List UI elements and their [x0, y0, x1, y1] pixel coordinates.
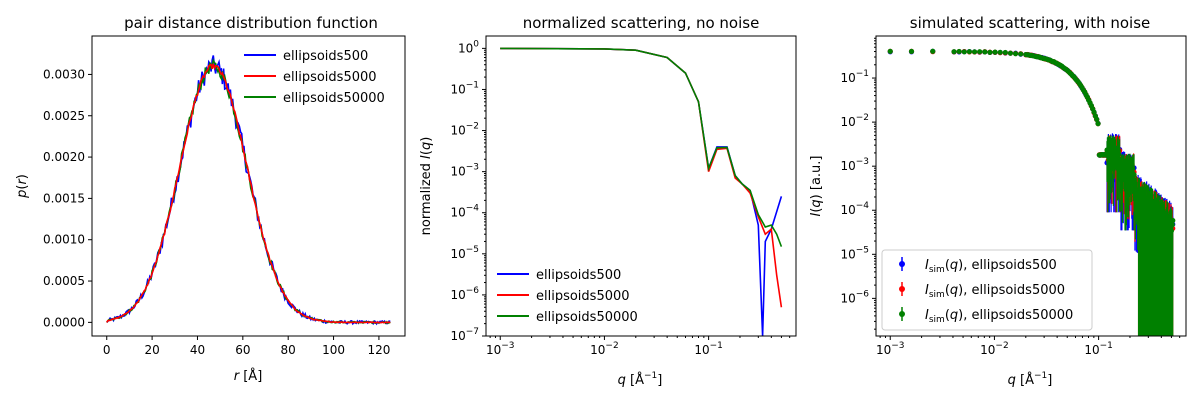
data-point-2: [992, 49, 998, 55]
tick-label: 10−2: [980, 341, 1009, 357]
axes-frame: [485, 35, 797, 337]
tick-label: 10−3: [486, 341, 515, 357]
legend: ellipsoids500 ellipsoids5000 ellipsoids5…: [497, 268, 638, 325]
tick-label: 10−6: [450, 286, 479, 302]
tick-label: 100: [322, 343, 345, 357]
data-point-2: [887, 48, 893, 54]
data-point-2: [1007, 50, 1014, 56]
legend-label: ellipsoids50000: [536, 310, 638, 325]
tick-label: 60: [235, 343, 250, 357]
data-point-2: [956, 48, 962, 55]
data-point-2: [1131, 172, 1137, 178]
legend-swatch-errorbar-blue: [899, 257, 905, 271]
chart-title: simulated scattering, with noise: [910, 14, 1151, 32]
tick-label: 10−5: [450, 245, 479, 261]
tick-label: 0.0025: [43, 109, 85, 123]
data-point-2: [1095, 121, 1101, 127]
tick-label: 10−2: [590, 341, 619, 357]
data-point-2: [966, 49, 973, 55]
chart-title: normalized scattering, no noise: [523, 14, 760, 32]
tick-label: 0.0015: [43, 191, 85, 205]
data-point-2: [951, 49, 957, 55]
panel-pair-distance: pair distance distribution function 0 20 4…: [15, 14, 406, 384]
tick-label: 10−1: [1084, 341, 1113, 357]
tick-label: 10−7: [450, 327, 479, 343]
panel-simulated-scattering: simulated scattering, with noise 10−3 10−…: [809, 14, 1187, 388]
data-point-2: [982, 49, 988, 55]
chart-title: pair distance distribution function: [124, 14, 378, 32]
tick-label: 10−1: [840, 69, 869, 85]
data-point-2: [908, 48, 915, 55]
legend-swatch-errorbar-green: [899, 307, 905, 321]
tick-label: 40: [190, 343, 205, 357]
y-axis-label: I(q) [a.u.]: [809, 155, 824, 216]
legend-label: ellipsoids50000: [283, 91, 385, 106]
tick-label: 80: [281, 343, 296, 357]
tick-label: 0.0000: [43, 315, 85, 329]
axes-frame: [91, 35, 406, 337]
y-axis-label: p(r): [15, 174, 30, 199]
legend-label: ellipsoids5000: [283, 70, 377, 85]
tick-label: 10−3: [840, 157, 869, 173]
tick-label: 0.0030: [43, 67, 85, 81]
y-axis-label: normalized I(q): [419, 137, 434, 236]
legend-label-ellipsoids5000: Isim(q), ellipsoids5000: [925, 283, 1065, 300]
tick-label: 10−1: [694, 341, 723, 357]
tick-label: 0.0020: [43, 150, 85, 164]
data-point-2: [971, 49, 978, 55]
tick-label: 10−2: [840, 113, 869, 129]
data-point-2: [1094, 116, 1100, 122]
tick-label: 10−6: [840, 289, 869, 305]
data-point-2: [1170, 217, 1176, 224]
tick-label: 10−3: [876, 341, 905, 357]
data-point-2: [987, 49, 993, 55]
legend-label: ellipsoids500: [536, 268, 621, 283]
tick-label: 100: [458, 39, 479, 55]
data-point-2: [1018, 51, 1024, 57]
legend-label-ellipsoids500: Isim(q), ellipsoids500: [925, 258, 1057, 275]
x-axis-label: r [Å]: [234, 368, 263, 384]
legend-label: ellipsoids500: [283, 49, 368, 64]
tick-label: 0.0010: [43, 233, 85, 247]
tick-label: 10−1: [450, 80, 479, 96]
legend-swatch-errorbar-red: [899, 282, 905, 296]
legend-label: ellipsoids5000: [536, 289, 630, 304]
legend-label-ellipsoids50000: Isim(q), ellipsoids50000: [925, 308, 1073, 325]
tick-label: 10−4: [840, 201, 869, 217]
tick-label: 10−5: [840, 245, 869, 261]
tick-label: 10−3: [450, 163, 479, 179]
data-point-2: [977, 49, 983, 55]
series-line-ellipsoids50000: [500, 47, 783, 247]
data-point-2: [997, 49, 1003, 55]
data-point-2: [961, 49, 967, 55]
legend: Isim(q), ellipsoids500 Isim(q), ellipsoi…: [881, 249, 1093, 331]
tick-label: 20: [144, 343, 159, 357]
tick-label: 120: [367, 343, 390, 357]
data-point-2: [930, 48, 936, 54]
axes-frame: [875, 35, 1187, 337]
series-line-ellipsoids5000: [106, 63, 391, 324]
tick-label: 0: [103, 343, 111, 357]
tick-label: 0.0005: [43, 274, 85, 288]
legend-box: [881, 249, 1093, 331]
tick-label: 10−2: [450, 122, 479, 138]
data-point-2: [1002, 49, 1008, 56]
legend: ellipsoids500 ellipsoids5000 ellipsoids5…: [244, 49, 385, 106]
panel-normalized-scattering: normalized scattering, no noise 10−3 10−2…: [419, 14, 797, 388]
data-point-2: [1012, 51, 1019, 57]
tick-label: 10−4: [450, 204, 479, 220]
